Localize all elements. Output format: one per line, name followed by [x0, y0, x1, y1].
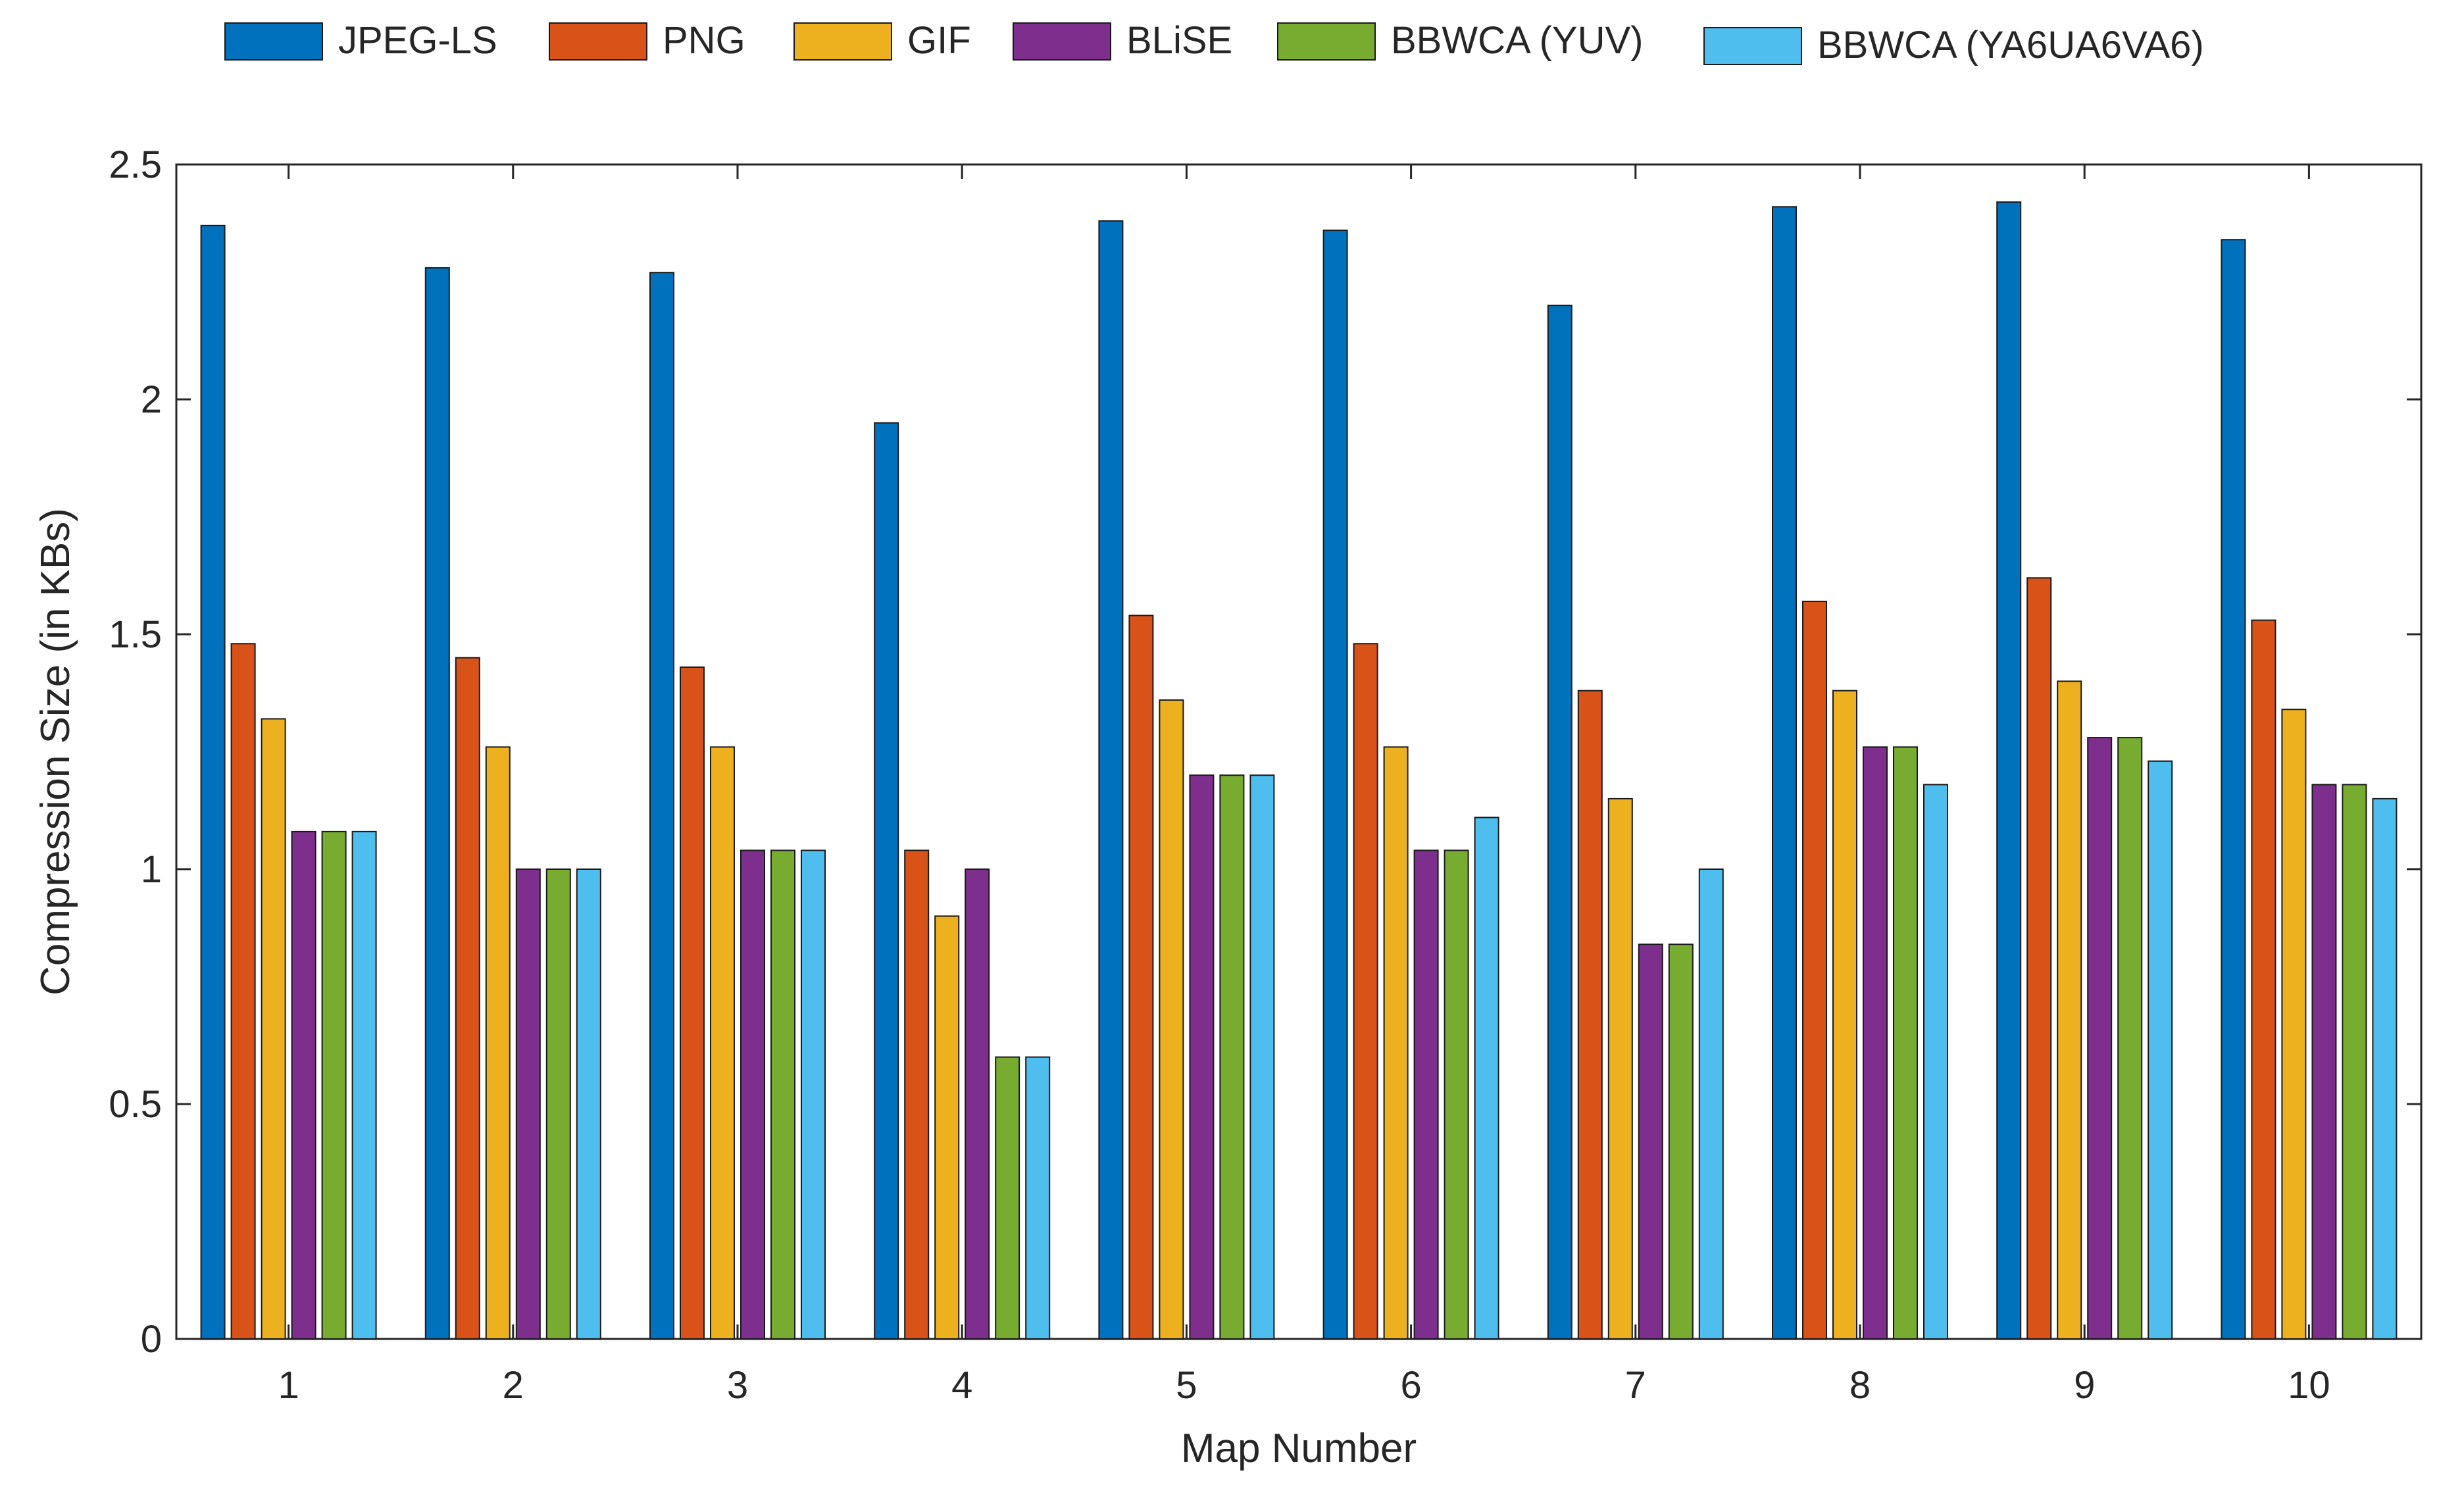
bar-bbwca-ya6ua6va6-map-4	[1025, 1056, 1051, 1340]
x-tick-label: 10	[2288, 1364, 2330, 1407]
bar-bbwca-yuv-map-2	[545, 868, 571, 1340]
bar-jpeg-ls-map-4	[874, 422, 899, 1340]
legend-swatch	[224, 22, 323, 61]
bar-jpeg-ls-map-6	[1322, 229, 1348, 1340]
bar-bbwca-ya6ua6va6-map-3	[801, 849, 826, 1340]
bar-bbwca-yuv-map-9	[2117, 737, 2143, 1340]
bar-bbwca-yuv-map-8	[1893, 746, 1918, 1340]
x-tick-label: 9	[2074, 1364, 2095, 1407]
bar-jpeg-ls-map-2	[424, 267, 450, 1340]
x-axis-label: Map Number	[1181, 1426, 1417, 1471]
bar-gif-map-5	[1159, 699, 1184, 1340]
legend-label: JPEG-LS	[338, 19, 497, 62]
bar-gif-map-10	[2281, 709, 2307, 1340]
bar-jpeg-ls-map-8	[1772, 206, 1797, 1340]
plot-area: 0 0.5 1 1.5 2 2.5 1 2 3 4 5 6 7 8 9 10	[109, 143, 2423, 1407]
bar-gif-map-8	[1832, 690, 1857, 1340]
bar-gif-map-3	[710, 746, 735, 1340]
bar-bbwca-ya6ua6va6-map-9	[2148, 760, 2173, 1340]
y-tick-label: 1	[141, 848, 162, 891]
bar-blise-map-6	[1413, 849, 1439, 1340]
x-axis: 1 2 3 4 5 6 7 8 9 10	[278, 164, 2330, 1407]
bar-bbwca-yuv-map-4	[995, 1056, 1020, 1340]
bar-gif-map-1	[261, 718, 286, 1340]
bar-bbwca-yuv-map-3	[770, 849, 795, 1340]
legend-swatch	[1277, 22, 1376, 61]
x-tick-label: 5	[1176, 1364, 1197, 1407]
bar-bbwca-yuv-map-10	[2342, 784, 2367, 1340]
y-axis: 0 0.5 1 1.5 2 2.5	[109, 143, 2421, 1361]
x-tick-label: 6	[1400, 1364, 1421, 1407]
bar-jpeg-ls-map-10	[2221, 239, 2246, 1340]
bar-png-map-7	[1577, 690, 1603, 1340]
x-tick-label: 8	[1849, 1364, 1871, 1407]
y-tick-label: 1.5	[109, 613, 162, 656]
bar-bbwca-ya6ua6va6-map-10	[2372, 797, 2398, 1340]
bar-bbwca-ya6ua6va6-map-5	[1249, 774, 1275, 1340]
bar-series	[200, 201, 2398, 1340]
bar-png-map-3	[680, 666, 705, 1340]
bar-png-map-4	[904, 849, 930, 1340]
bar-png-map-2	[455, 657, 480, 1340]
legend: JPEG-LS PNG GIF BLiSE BBWCA (YUV) BBWCA (YA6U…	[224, 19, 2204, 66]
bar-blise-map-4	[965, 868, 990, 1340]
bar-png-map-5	[1128, 615, 1154, 1340]
legend-swatch	[1703, 27, 1802, 65]
bar-gif-map-6	[1383, 746, 1409, 1340]
bar-blise-map-2	[515, 868, 541, 1340]
bar-jpeg-ls-map-9	[1996, 201, 2022, 1340]
bar-blise-map-9	[2087, 737, 2113, 1340]
y-tick-label: 2	[141, 378, 162, 421]
legend-swatch	[1013, 22, 1111, 61]
bar-gif-map-9	[2057, 680, 2082, 1340]
bar-bbwca-ya6ua6va6-map-2	[576, 868, 601, 1340]
legend-label: GIF	[907, 19, 971, 62]
bar-bbwca-yuv-map-6	[1444, 849, 1469, 1340]
legend-swatch	[793, 22, 892, 61]
legend-label: PNG	[663, 19, 745, 62]
legend-label: BLiSE	[1126, 19, 1232, 62]
y-axis-label: Compression Size (in KBs)	[33, 508, 78, 995]
bar-bbwca-yuv-map-1	[321, 830, 347, 1340]
y-tick-label: 2.5	[109, 143, 162, 186]
x-tick-label: 7	[1625, 1364, 1646, 1407]
bar-blise-map-7	[1638, 944, 1663, 1340]
bar-blise-map-5	[1189, 774, 1215, 1340]
axes-box	[175, 163, 2423, 1340]
bar-gif-map-4	[934, 915, 960, 1340]
bar-png-map-6	[1353, 643, 1378, 1340]
bar-blise-map-1	[291, 830, 316, 1340]
bar-blise-map-8	[1863, 746, 1888, 1340]
x-tick-label: 1	[278, 1364, 299, 1407]
bar-gif-map-2	[485, 746, 511, 1340]
bar-bbwca-ya6ua6va6-map-8	[1923, 784, 1948, 1340]
legend-swatch	[549, 22, 647, 61]
bar-gif-map-7	[1607, 797, 1633, 1340]
bar-bbwca-ya6ua6va6-map-7	[1698, 868, 1724, 1340]
bar-blise-map-10	[2311, 784, 2337, 1340]
bar-jpeg-ls-map-1	[200, 224, 226, 1340]
bar-bbwca-yuv-map-7	[1668, 944, 1694, 1340]
bar-bbwca-yuv-map-5	[1219, 774, 1245, 1340]
bar-png-map-8	[1802, 601, 1827, 1340]
x-tick-label: 3	[727, 1364, 748, 1407]
legend-label: BBWCA (YUV)	[1391, 19, 1644, 62]
legend-label: BBWCA (YA6UA6VA6)	[1817, 24, 2204, 66]
bar-bbwca-ya6ua6va6-map-1	[351, 830, 377, 1340]
bar-png-map-9	[2026, 577, 2052, 1340]
x-tick-label: 4	[951, 1364, 972, 1407]
bar-jpeg-ls-map-7	[1547, 305, 1572, 1340]
bar-jpeg-ls-map-5	[1098, 220, 1124, 1340]
bar-blise-map-3	[740, 849, 765, 1340]
x-tick-label: 2	[503, 1364, 524, 1407]
bar-png-map-10	[2251, 619, 2276, 1340]
y-tick-label: 0	[141, 1318, 162, 1361]
bar-bbwca-ya6ua6va6-map-6	[1474, 817, 1499, 1340]
y-tick-label: 0.5	[109, 1083, 162, 1126]
bar-jpeg-ls-map-3	[649, 272, 674, 1340]
bar-png-map-1	[230, 643, 256, 1340]
